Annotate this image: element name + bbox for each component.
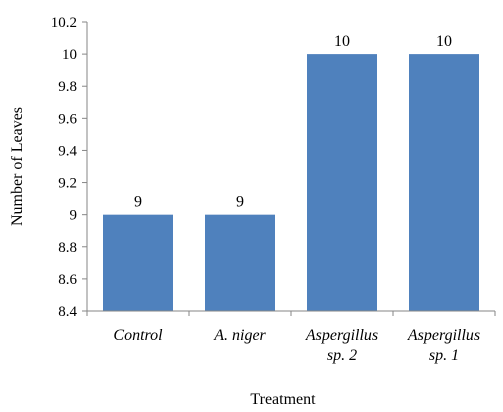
x-axis-title: Treatment — [250, 391, 316, 408]
bars — [103, 54, 479, 311]
y-tick-label: 9 — [70, 208, 78, 224]
bar — [205, 214, 275, 311]
y-tick-label: 9.2 — [58, 176, 77, 192]
category-label: sp. 2 — [327, 347, 357, 364]
bar — [409, 54, 479, 311]
y-tick-label: 8.8 — [58, 240, 77, 256]
category-label: sp. 1 — [429, 347, 459, 364]
bar-value-label: 10 — [334, 33, 350, 50]
y-tick-label: 9.8 — [58, 79, 77, 95]
category-label: Aspergillus — [305, 327, 378, 344]
category-label: Aspergillus — [407, 327, 480, 344]
y-tick-label: 8.4 — [58, 304, 77, 320]
y-tick-label: 10 — [62, 47, 77, 63]
y-axis-title: Number of Leaves — [9, 107, 26, 226]
y-tick-label: 9.6 — [58, 111, 77, 127]
category-labels: Control A. niger Aspergillus sp. 2 Aspergill… — [113, 327, 480, 364]
bar-value-label: 9 — [236, 194, 244, 211]
y-axis-ticks: 8.4 8.6 8.8 9 9.2 9.4 9.6 9.8 10 10.2 — [51, 15, 496, 320]
y-tick-label: 9.4 — [58, 143, 77, 159]
category-label: Control — [113, 327, 163, 344]
bar — [103, 214, 173, 311]
category-label: A. niger — [213, 327, 266, 344]
y-tick-label: 10.2 — [51, 15, 77, 31]
bar-value-label: 9 — [134, 194, 142, 211]
y-tick-label: 8.6 — [58, 272, 77, 288]
bar-value-label: 10 — [436, 33, 452, 50]
data-labels: 9 9 10 10 — [134, 33, 452, 211]
bar — [307, 54, 377, 311]
